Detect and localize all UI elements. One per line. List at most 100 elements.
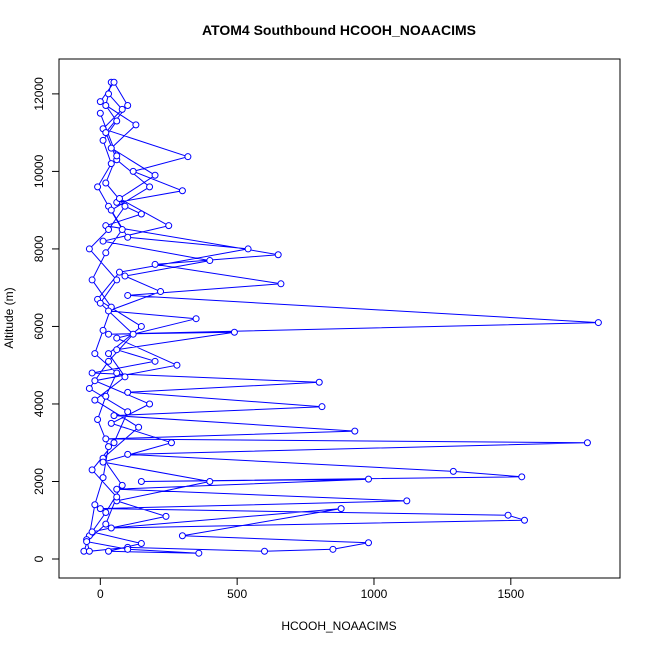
data-point	[121, 272, 129, 280]
data-point	[129, 330, 137, 338]
data-point	[124, 102, 132, 110]
data-point	[137, 322, 145, 330]
data-point	[88, 276, 96, 284]
data-point	[206, 257, 214, 265]
y-tick-label: 4000	[32, 390, 46, 417]
data-point	[151, 171, 159, 179]
data-point	[137, 477, 145, 485]
y-tick-label: 0	[32, 555, 46, 562]
data-point	[146, 400, 154, 408]
data-point	[105, 307, 113, 315]
x-tick-label: 500	[227, 587, 247, 601]
data-point	[365, 539, 373, 547]
data-point	[105, 357, 113, 365]
y-tick-label: 6000	[32, 313, 46, 340]
data-point	[102, 435, 110, 443]
data-point	[96, 98, 104, 106]
y-tick-label: 8000	[32, 235, 46, 262]
data-point	[351, 427, 359, 435]
data-point	[115, 195, 123, 203]
data-point	[195, 549, 203, 557]
data-point	[184, 153, 192, 161]
data-point	[102, 249, 110, 257]
data-point	[105, 547, 113, 555]
data-point	[99, 474, 107, 482]
data-point	[110, 78, 118, 86]
data-point	[105, 350, 113, 358]
data-point	[99, 458, 107, 466]
data-point	[178, 532, 186, 540]
data-point	[102, 179, 110, 187]
data-point	[315, 378, 323, 386]
data-point	[107, 524, 115, 532]
data-point	[91, 377, 99, 385]
data-point	[102, 508, 110, 516]
data-point	[124, 233, 132, 241]
data-point	[165, 222, 173, 230]
data-point	[337, 505, 345, 513]
data-point	[520, 516, 528, 524]
data-point	[102, 520, 110, 528]
data-point	[151, 260, 159, 268]
data-point	[88, 369, 96, 377]
data-point	[102, 392, 110, 400]
data-point	[146, 183, 154, 191]
data-point	[113, 485, 121, 493]
data-point	[230, 328, 238, 336]
data-point	[105, 443, 113, 451]
data-point	[113, 276, 121, 284]
data-point	[110, 412, 118, 420]
data-point	[118, 105, 126, 113]
data-point	[88, 466, 96, 474]
data-point	[518, 473, 526, 481]
data-point	[85, 384, 93, 392]
data-point	[113, 346, 121, 354]
data-point	[91, 501, 99, 509]
data-point	[113, 369, 121, 377]
data-point	[88, 528, 96, 536]
data-point	[107, 419, 115, 427]
data-point	[107, 144, 115, 152]
data-point	[91, 350, 99, 358]
data-point	[107, 160, 115, 168]
data-point	[403, 497, 411, 505]
y-tick-label: 12000	[32, 77, 46, 111]
data-point	[105, 90, 113, 98]
data-point	[91, 396, 99, 404]
data-point	[99, 237, 107, 245]
data-point	[329, 545, 337, 553]
data-point	[173, 361, 181, 369]
data-point	[105, 226, 113, 234]
data-point	[99, 326, 107, 334]
y-axis-label: Altitude (m)	[2, 287, 16, 348]
data-point	[124, 545, 132, 553]
data-point	[113, 152, 121, 160]
data-point	[118, 481, 126, 489]
data-point	[121, 202, 129, 210]
data-point	[261, 547, 269, 555]
data-point	[102, 129, 110, 137]
data-point	[124, 291, 132, 299]
data-point	[137, 210, 145, 218]
data-point	[96, 505, 104, 513]
y-tick-label: 2000	[32, 468, 46, 495]
x-tick-label: 0	[97, 587, 104, 601]
x-axis-label: HCOOH_NOAACIMS	[281, 619, 396, 633]
data-point	[583, 439, 591, 447]
data-point	[178, 187, 186, 195]
data-point	[129, 167, 137, 175]
data-point	[96, 109, 104, 117]
data-point	[318, 403, 326, 411]
data-point	[449, 467, 457, 475]
data-point	[365, 475, 373, 483]
data-point	[594, 319, 602, 327]
data-point	[167, 439, 175, 447]
data-point	[94, 415, 102, 423]
data-point	[105, 330, 113, 338]
data-point	[504, 511, 512, 519]
data-point	[151, 357, 159, 365]
x-tick-label: 1500	[497, 587, 524, 601]
data-point	[137, 540, 145, 548]
data-point	[162, 512, 170, 520]
